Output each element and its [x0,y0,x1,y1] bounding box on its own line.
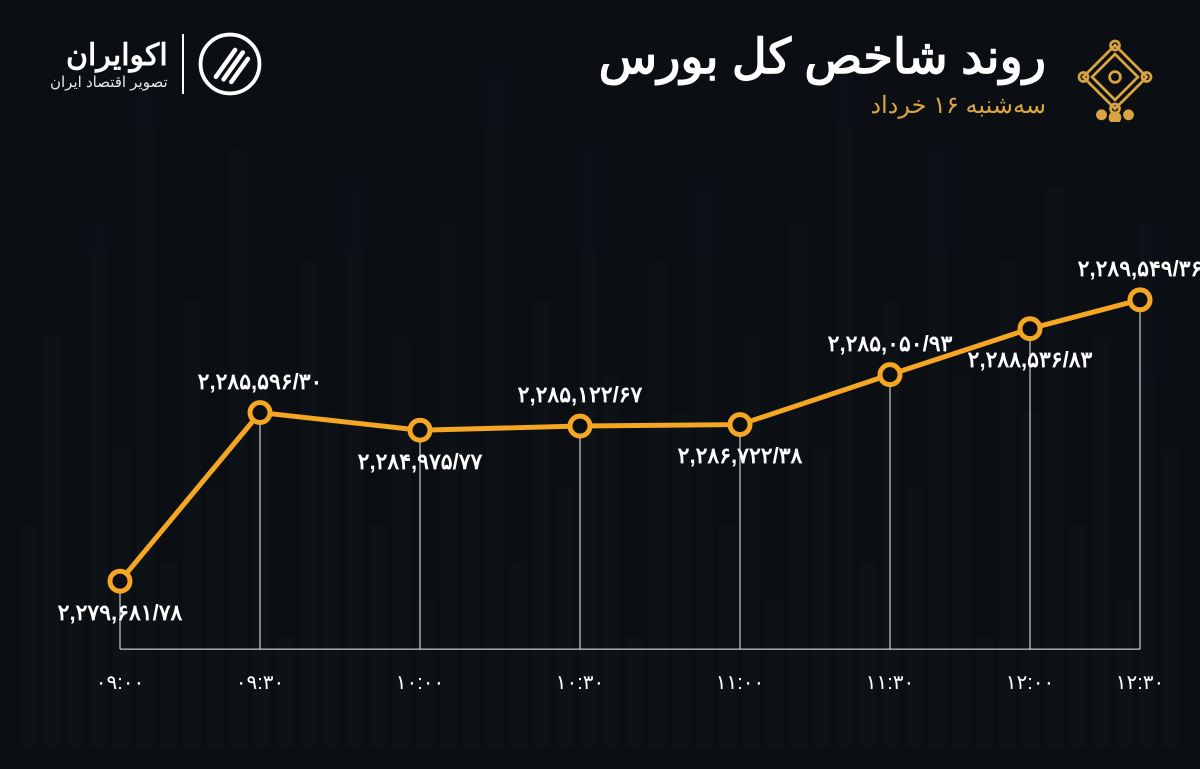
data-point-label: ۲,۲۷۹,۶۸۱/۷۸ [58,600,183,626]
exchange-emblem-icon [1070,32,1160,122]
brand-divider [182,34,184,94]
data-point-label: ۲,۲۸۴,۹۷۵/۷۷ [358,449,483,475]
x-axis-label: ۱۲:۰۰ [1006,670,1055,695]
chart-subtitle: سه‌شنبه ۱۶ خرداد [599,91,1046,120]
x-axis-label: ۱۰:۰۰ [396,670,445,695]
line-chart: ۲,۲۷۹,۶۸۱/۷۸ ۰۹:۰۰ ۲,۲۸۵,۵۹۶/۳۰ ۰۹:۳۰ ۲,۲۸۴,… [60,200,1160,709]
chart-title: روند شاخص کل بورس [599,32,1046,85]
ecoiran-logo-icon [198,32,262,96]
x-axis-label: ۱۰:۳۰ [556,670,605,695]
data-point-label: ۲,۲۸۶,۷۲۲/۳۸ [678,443,803,469]
brand: اکوایران تصویر اقتصاد ایران [50,32,262,96]
brand-name: اکوایران [50,38,168,73]
data-point-label: ۲,۲۸۸,۵۳۶/۸۳ [968,347,1093,373]
data-point-label: ۲,۲۸۵,۰۵۰/۹۳ [828,331,953,357]
x-axis-label: ۱۱:۰۰ [716,670,765,695]
header: روند شاخص کل بورس سه‌شنبه ۱۶ خرداد [599,32,1160,122]
chart-svg [60,200,1160,709]
x-axis-label: ۱۲:۳۰ [1116,670,1165,695]
title-block: روند شاخص کل بورس سه‌شنبه ۱۶ خرداد [599,32,1046,120]
x-axis-label: ۰۹:۰۰ [96,670,145,695]
data-point-label: ۲,۲۸۵,۵۹۶/۳۰ [198,369,323,395]
x-axis-label: ۱۱:۳۰ [866,670,915,695]
data-point-label: ۲,۲۸۹,۵۴۹/۳۶ [1078,256,1200,282]
x-axis-label: ۰۹:۳۰ [236,670,285,695]
data-point-label: ۲,۲۸۵,۱۲۲/۶۷ [518,382,643,408]
brand-tagline: تصویر اقتصاد ایران [50,73,168,91]
